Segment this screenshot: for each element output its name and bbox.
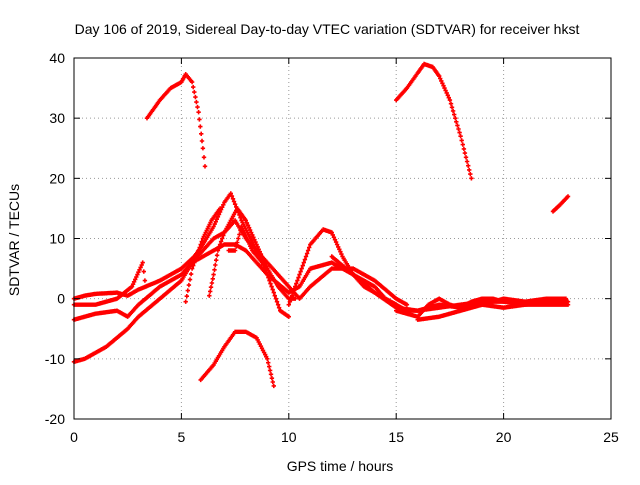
series-arc-14 xyxy=(415,302,571,322)
series-arc-9 xyxy=(198,329,276,389)
data-points xyxy=(71,61,571,389)
series-arc-7 xyxy=(226,224,270,271)
y-tick-label: 20 xyxy=(49,170,65,186)
series-markers xyxy=(144,72,208,169)
y-tick-label: 40 xyxy=(49,50,65,66)
y-tick-label: 10 xyxy=(49,231,65,247)
series-markers xyxy=(550,194,571,214)
series-arc-12 xyxy=(394,296,506,319)
series-arc-13 xyxy=(394,61,474,181)
y-axis-label: SDTVAR / TECUs xyxy=(6,184,22,296)
x-tick-label: 20 xyxy=(496,429,512,445)
y-tick-label: -20 xyxy=(45,411,65,427)
series-markers xyxy=(71,242,399,364)
x-tick-label: 5 xyxy=(178,429,186,445)
x-tick-label: 25 xyxy=(603,429,619,445)
x-tick-label: 15 xyxy=(388,429,404,445)
series-markers xyxy=(226,224,270,271)
series-markers xyxy=(415,302,571,322)
series-arc-8 xyxy=(144,72,208,169)
series-arc-4 xyxy=(71,260,148,307)
series-markers xyxy=(71,260,148,307)
series-markers xyxy=(183,206,223,304)
y-tick-label: 30 xyxy=(49,110,65,126)
series-markers xyxy=(198,329,276,389)
series-arc-5 xyxy=(183,206,223,304)
y-tick-label: -10 xyxy=(45,351,65,367)
series-arc-3 xyxy=(71,242,399,364)
series-markers xyxy=(394,61,474,181)
x-tick-label: 0 xyxy=(70,429,78,445)
axis-ticks: 0 5 10 15 20 25 -20 -10 0 10 20 30 40 xyxy=(45,50,619,445)
series-markers xyxy=(394,296,506,319)
y-tick-label: 0 xyxy=(57,291,65,307)
x-axis-label: GPS time / hours xyxy=(287,458,394,474)
series-arc-15 xyxy=(550,194,571,214)
x-tick-label: 10 xyxy=(281,429,297,445)
grid-lines xyxy=(74,58,611,419)
chart-title: Day 106 of 2019, Sidereal Day-to-day VTE… xyxy=(75,21,580,37)
